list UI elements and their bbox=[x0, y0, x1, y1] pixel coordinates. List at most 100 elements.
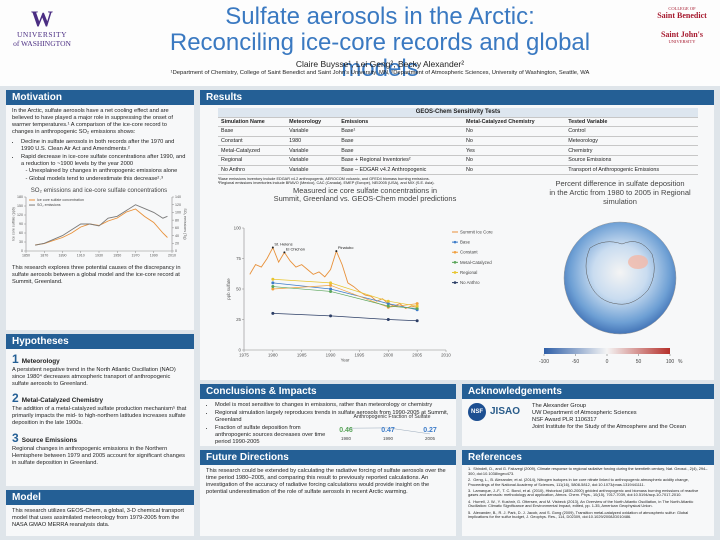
series-line bbox=[272, 286, 418, 309]
footnote: ²Regional emissions inventories include … bbox=[218, 181, 435, 186]
title-line: Reconciling ice-core records and global … bbox=[169, 29, 591, 82]
colorbar-label: -50 bbox=[572, 359, 579, 365]
x-tick-label: 2010 bbox=[168, 253, 176, 257]
hypothesis-name: Source Emissions bbox=[21, 436, 78, 444]
table-cell: Constant bbox=[218, 136, 287, 147]
data-point bbox=[271, 281, 275, 285]
table-cell: Metal-Catalyzed bbox=[218, 145, 287, 156]
bullet: Fraction of sulfate deposition from anth… bbox=[215, 425, 335, 446]
chart-title: SO₂ emissions and ice-core sulfate conce… bbox=[31, 187, 168, 194]
table-cell: Control bbox=[565, 126, 698, 137]
column-header: Meteorology bbox=[286, 117, 339, 128]
reference-number: 3. bbox=[468, 487, 472, 493]
column-header: Metal-Catalyzed Chemistry bbox=[463, 117, 566, 128]
y-tick-label: 0 bbox=[21, 249, 23, 253]
section-header: Motivation bbox=[6, 90, 194, 105]
y2-tick-label: 120 bbox=[175, 202, 181, 206]
legend-label: Metal-Catalyzed bbox=[460, 260, 492, 265]
legend-marker bbox=[453, 271, 457, 274]
data-point bbox=[271, 287, 275, 291]
data-point bbox=[386, 302, 390, 306]
annotation-point bbox=[283, 251, 286, 254]
y-tick-label: 120 bbox=[17, 213, 23, 217]
section-header: Model bbox=[6, 490, 194, 505]
legend-marker bbox=[453, 281, 457, 284]
section-body: In the Arctic, sulfate aerosols have a n… bbox=[6, 105, 194, 292]
x-tick-label: 1970 bbox=[132, 253, 140, 257]
title: Sulfate aerosols in the Arctic: Reconcil… bbox=[150, 4, 610, 82]
y2-tick-label: 40 bbox=[175, 233, 179, 237]
sub-list: Unexplained by changes in anthropogenic … bbox=[21, 168, 188, 183]
hypothesis-name: Metal-Catalyzed Chemistry bbox=[21, 397, 104, 405]
section-header: Hypotheses bbox=[6, 334, 194, 349]
section-body: 1. Shindell, D., and G. Faluvegi (2009), … bbox=[462, 465, 714, 524]
legend-marker bbox=[453, 240, 457, 244]
ack-line: NSF Award PLR 1106317 bbox=[532, 416, 597, 423]
future-panel: Future Directions This research could be… bbox=[200, 450, 456, 536]
ack-line: Joint Institute for the Study of the Atm… bbox=[532, 423, 686, 430]
sub-bullet: Unexplained by changes in anthropogenic … bbox=[29, 168, 188, 175]
y2-tick-label: 140 bbox=[175, 195, 181, 199]
logo-text: UNIVERSITY bbox=[668, 39, 696, 44]
table-title-row: GEOS-Chem Sensitivity Tests bbox=[218, 108, 698, 118]
data-point bbox=[329, 314, 333, 318]
data-point bbox=[415, 307, 419, 311]
results-panel: Results GEOS-Chem Sensitivity Tests Simul… bbox=[200, 90, 714, 380]
x-tick-label: 1985 bbox=[297, 352, 307, 357]
colorbar bbox=[544, 348, 670, 354]
table-cell: Source Emissions bbox=[565, 155, 698, 166]
reference: 1. Shindell, D., and G. Faluvegi (2009), … bbox=[468, 466, 708, 476]
data-point bbox=[271, 277, 275, 281]
reference-text: Hurrell, J. W., Y. Kushnir, G. Ottersen,… bbox=[468, 498, 694, 509]
section-header: Conclusions & Impacts bbox=[200, 384, 456, 399]
table-cell: No Anthro bbox=[218, 165, 287, 176]
paragraph: This research could be extended by calcu… bbox=[206, 468, 446, 495]
table-cell: No bbox=[463, 165, 566, 176]
reference-number: 1. bbox=[468, 466, 472, 471]
table-cell: Meteorology bbox=[565, 136, 698, 147]
annotation-point bbox=[335, 250, 338, 253]
logo-text: COLLEGE OF bbox=[668, 6, 696, 11]
data-point bbox=[415, 319, 419, 323]
x-axis-label: Year bbox=[341, 357, 350, 362]
section-header: Acknowledgements bbox=[462, 384, 714, 399]
table-cell: No bbox=[463, 155, 566, 166]
y2-axis-label: SO₂ emissions (Tg) bbox=[183, 208, 187, 239]
table-cell: No bbox=[463, 136, 566, 147]
y-tick-label: 150 bbox=[17, 204, 23, 208]
column-header: Emissions bbox=[338, 117, 464, 128]
y-tick-label: 180 bbox=[17, 195, 23, 199]
table-cell: Regional bbox=[218, 155, 287, 166]
x-tick-label: 1995 bbox=[355, 352, 365, 357]
fraction-value: 0.46 bbox=[339, 427, 353, 434]
x-tick-label: 1850 bbox=[22, 253, 30, 257]
x-tick-label: 2000 bbox=[383, 352, 393, 357]
map-title: in the Arctic from 1980 to 2005 in Regio… bbox=[549, 188, 691, 197]
sensitivity-table: GEOS-Chem Sensitivity Tests Simulation Na… bbox=[218, 108, 698, 176]
legend-label: SO₂ emissions bbox=[37, 203, 61, 207]
reference-text: Alexander, B., R. J. Park, D. J. Jacob, … bbox=[468, 509, 689, 520]
csb-sju-logo: COLLEGE OF Saint Benedict Saint John's U… bbox=[650, 6, 714, 44]
section-header: References bbox=[462, 450, 714, 465]
fraction-chart: Anthropogenic Fraction of Sulfate 0.46 198… bbox=[339, 414, 437, 441]
column-header: Simulation Name bbox=[218, 117, 287, 128]
hypotheses-panel: Hypotheses 1 Meteorology A persistent nega… bbox=[6, 334, 194, 486]
x-tick-label: 1890 bbox=[59, 253, 67, 257]
deposition-map: Percent difference in sulfate deposition… bbox=[539, 179, 691, 365]
data-point bbox=[271, 285, 275, 289]
series-line bbox=[272, 313, 418, 322]
table-cell: Variable bbox=[286, 165, 339, 176]
fraction-year: 2005 bbox=[425, 436, 436, 441]
model-panel: Model This research utilizes GEOS-Chem, … bbox=[6, 490, 194, 536]
bullet: Regional simulation largely reproduces t… bbox=[215, 410, 455, 424]
fraction-line bbox=[345, 427, 431, 435]
data-point bbox=[329, 289, 333, 293]
table-cell: Base¹ bbox=[338, 126, 464, 137]
uw-logo: W UNIVERSITY of WASHINGTON bbox=[12, 8, 72, 49]
bullet-text: Rapid decrease in ice-core sulfate conce… bbox=[21, 153, 186, 167]
legend-marker bbox=[453, 250, 457, 254]
annotation: St. Helens bbox=[274, 242, 292, 247]
header: W UNIVERSITY of WASHINGTON Sulfate aeros… bbox=[0, 0, 720, 86]
hypothesis-number: 3 bbox=[12, 430, 19, 445]
legend-label: Constant bbox=[460, 250, 478, 255]
